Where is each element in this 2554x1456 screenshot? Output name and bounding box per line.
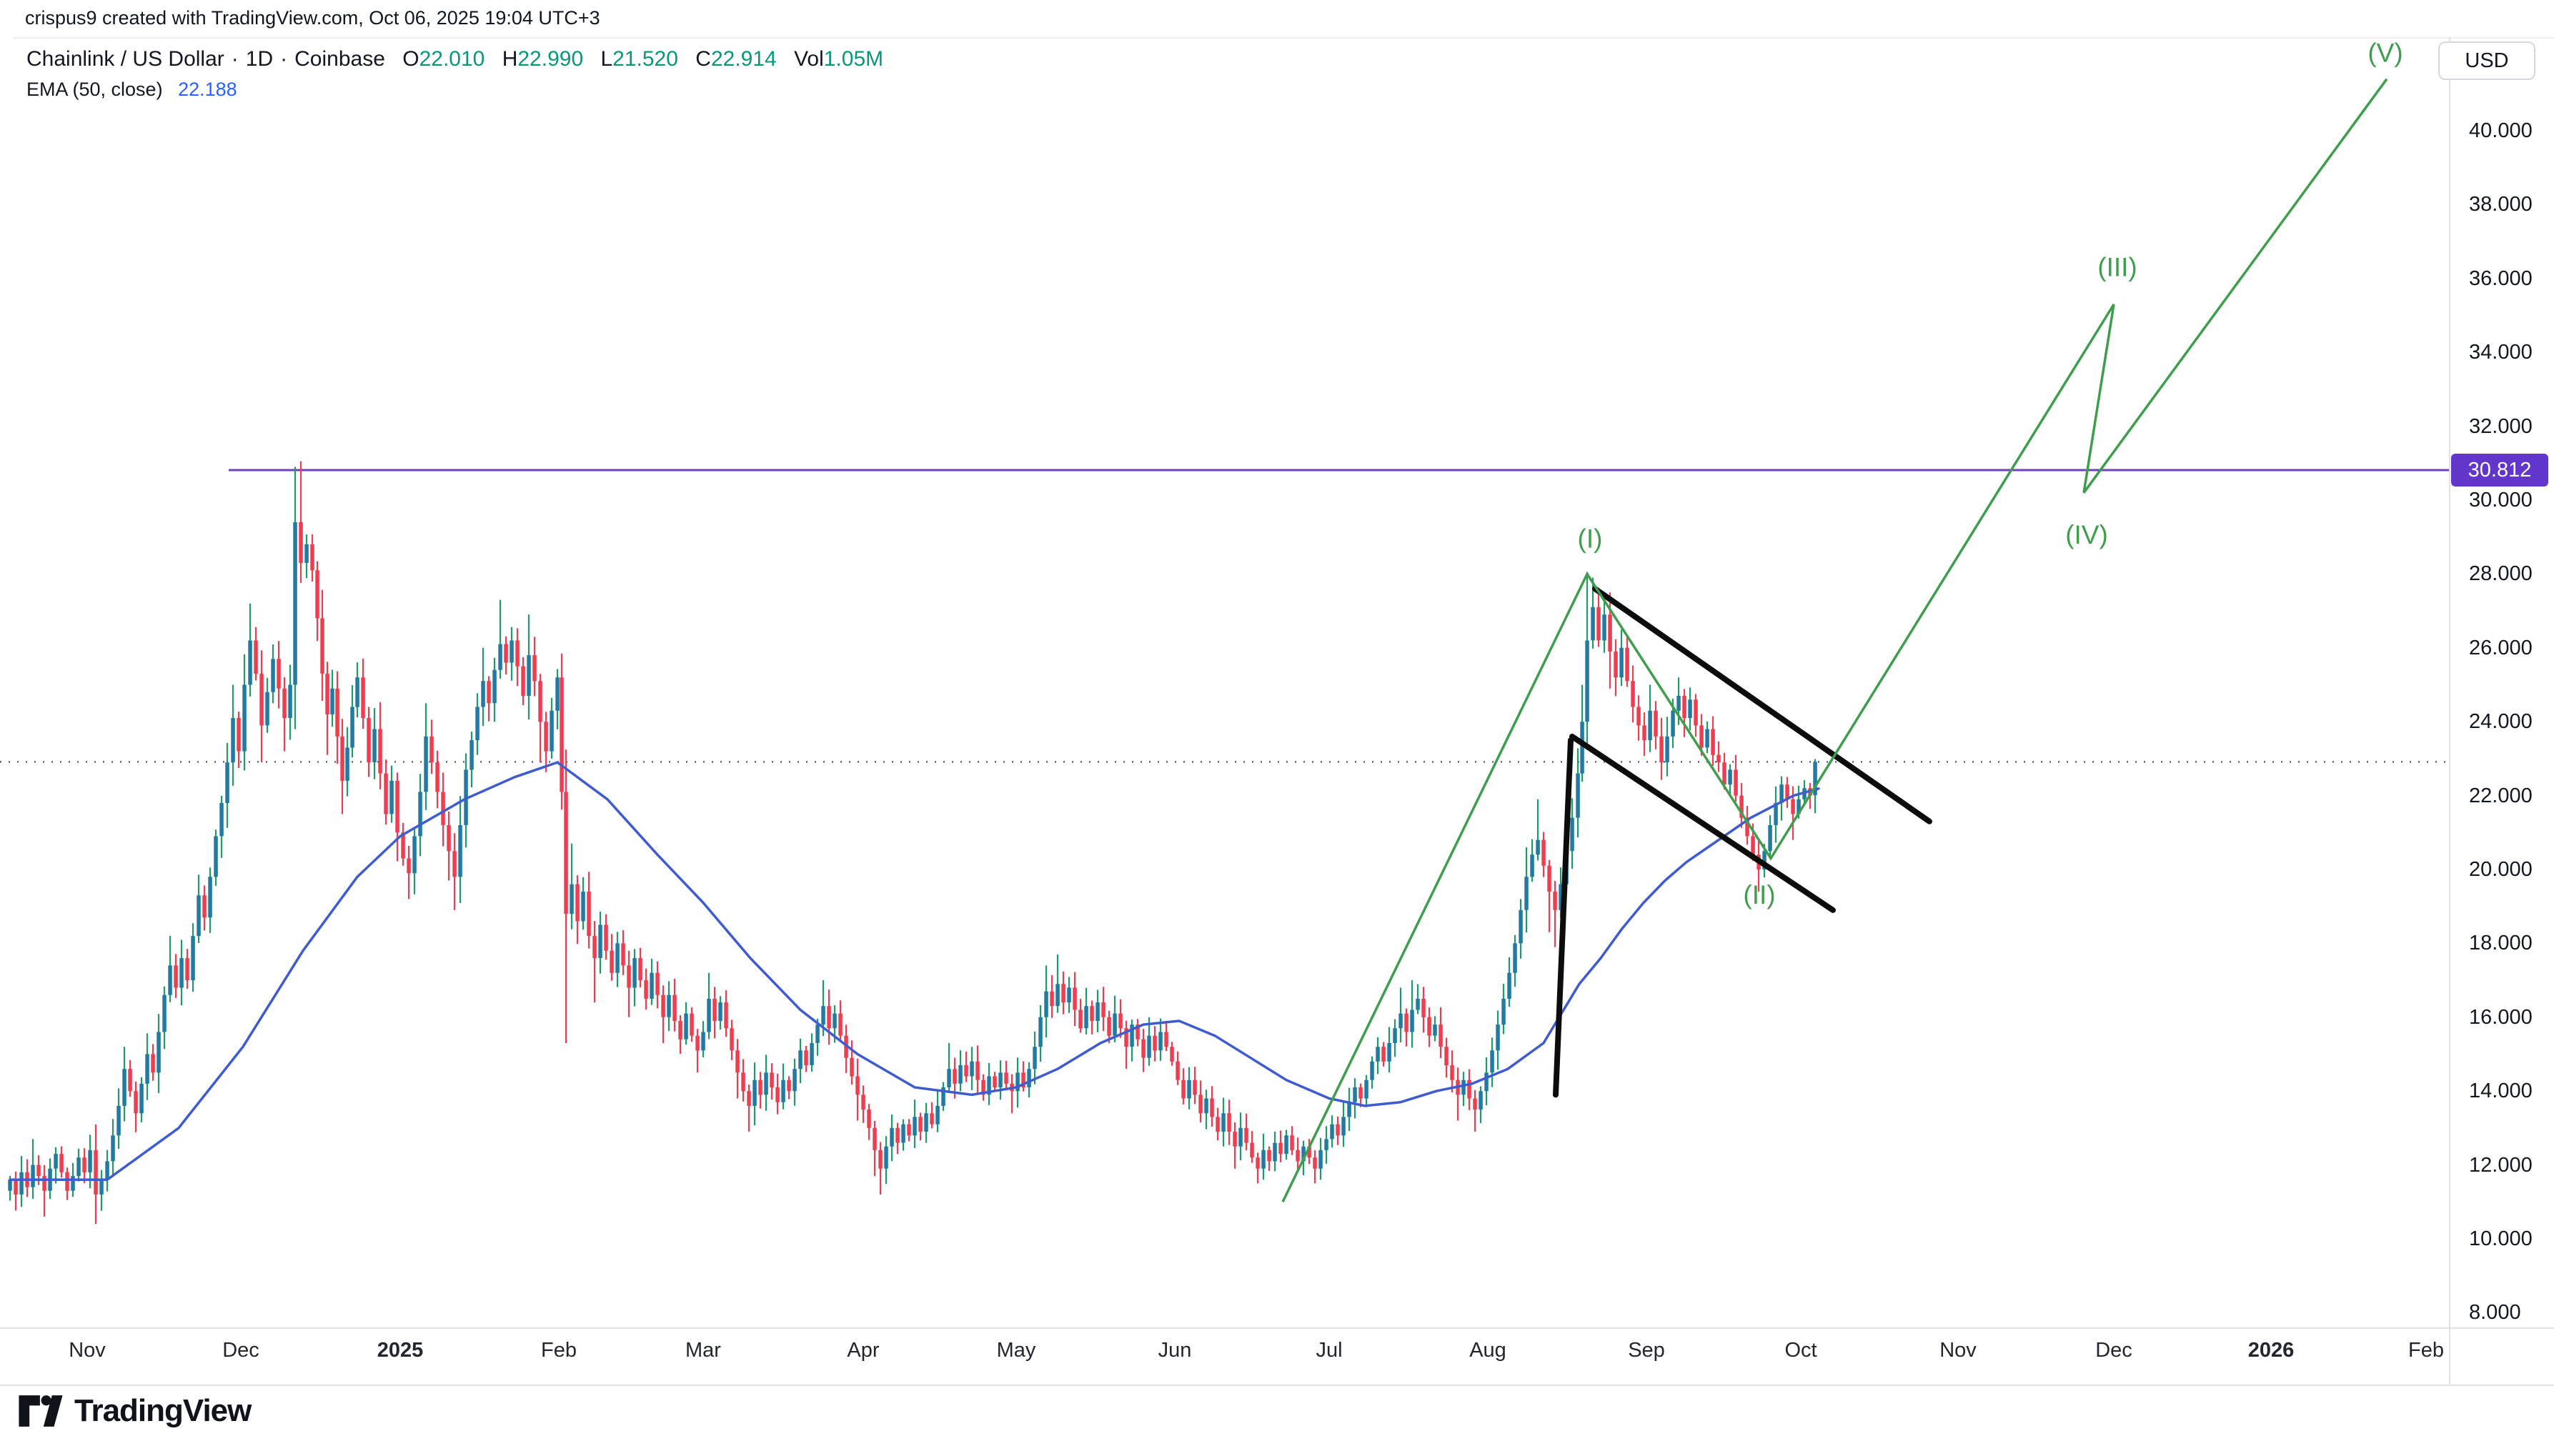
pane-top-border <box>13 37 2554 39</box>
ohlc-open: O22.010 <box>402 47 485 71</box>
time-axis-label: Dec <box>2095 1339 2132 1362</box>
time-axis-label: Mar <box>685 1339 721 1362</box>
footer-separator <box>0 1385 2554 1386</box>
time-axis-label: Nov <box>69 1339 106 1362</box>
time-axis-label: Feb <box>541 1339 577 1362</box>
time-axis-label: Sep <box>1628 1339 1665 1362</box>
ema-indicator-row[interactable]: EMA (50, close) 22.188 <box>26 79 237 101</box>
ema-indicator-value: 22.188 <box>178 79 237 100</box>
candle-wicks-down <box>14 461 1812 1225</box>
time-axis-label: Aug <box>1469 1339 1506 1362</box>
price-axis-separator <box>2449 37 2450 1385</box>
falling-wedge-upper-trendline[interactable] <box>1592 586 1932 824</box>
price-axis-label: 26.000 <box>2469 636 2533 659</box>
time-axis-label: 2026 <box>2247 1339 2295 1362</box>
time-axis-label: Feb <box>2408 1339 2444 1362</box>
wave-label[interactable]: (II) <box>1743 880 1775 909</box>
wave-label[interactable]: (I) <box>1578 524 1603 553</box>
price-axis-label: 40.000 <box>2469 119 2533 142</box>
ema-50-line[interactable] <box>9 761 1820 1182</box>
time-axis-separator <box>0 1327 2554 1329</box>
separator-dot: · <box>280 47 288 71</box>
time-axis-label: Nov <box>1939 1339 1977 1362</box>
price-axis-label: 18.000 <box>2469 932 2533 955</box>
volume-readout: Vol1.05M <box>794 47 884 71</box>
attribution-text: crispus9 created with TradingView.com, O… <box>25 7 600 29</box>
time-axis-label: Apr <box>847 1339 880 1362</box>
time-axis-label: 2025 <box>377 1339 424 1362</box>
price-axis-label: 36.000 <box>2469 266 2533 290</box>
impulse-pole-trendline[interactable] <box>1553 737 1574 1098</box>
ema-indicator-name[interactable]: EMA (50, close) <box>26 79 163 100</box>
price-axis-label: 22.000 <box>2469 784 2533 807</box>
timeframe-label[interactable]: 1D <box>245 47 274 71</box>
tradingview-logo-icon <box>19 1395 63 1427</box>
price-axis-label: 32.000 <box>2469 414 2533 438</box>
price-axis-label: 16.000 <box>2469 1005 2533 1029</box>
level-price-badge[interactable]: 30.812 <box>2451 454 2548 487</box>
price-axis-label: 38.000 <box>2469 193 2533 216</box>
price-axis-label: 8.000 <box>2469 1301 2521 1325</box>
falling-wedge-lower-trendline[interactable] <box>1569 733 1836 913</box>
price-axis-label: 28.000 <box>2469 562 2533 586</box>
wave-label[interactable]: (III) <box>2097 252 2137 281</box>
candle-bodies-down <box>14 522 1812 1195</box>
price-axis-label: 24.000 <box>2469 710 2533 734</box>
price-axis-label: 30.000 <box>2469 489 2533 512</box>
wave-label[interactable]: (V) <box>2367 38 2403 67</box>
symbol-row[interactable]: Chainlink / US Dollar · 1D · Coinbase O22.01… <box>26 47 883 71</box>
wave-label[interactable]: (IV) <box>2065 520 2108 549</box>
symbol-title[interactable]: Chainlink / US Dollar <box>26 47 224 71</box>
ohlc-close: C22.914 <box>695 47 777 71</box>
ohlc-high: H22.990 <box>502 47 584 71</box>
tradingview-logo-text: TradingView <box>74 1393 252 1428</box>
time-axis-label: Jul <box>1316 1339 1343 1362</box>
time-axis-label: Oct <box>1784 1339 1817 1362</box>
brand-footer[interactable]: TradingView <box>17 1393 252 1429</box>
price-axis-label: 12.000 <box>2469 1153 2533 1177</box>
time-axis-label: Dec <box>222 1339 259 1362</box>
exchange-label[interactable]: Coinbase <box>294 47 385 71</box>
time-axis-label: Jun <box>1158 1339 1192 1362</box>
price-axis-label: 14.000 <box>2469 1079 2533 1103</box>
price-axis-label: 10.000 <box>2469 1227 2533 1250</box>
separator-dot: · <box>231 47 239 71</box>
candle-bodies-up <box>8 522 1817 1195</box>
price-axis-label: 20.000 <box>2469 858 2533 881</box>
time-axis-label: May <box>996 1339 1036 1362</box>
price-axis-label: 34.000 <box>2469 341 2533 364</box>
currency-toggle-button[interactable]: USD <box>2438 41 2535 80</box>
elliott-wave-projection-line[interactable] <box>1281 78 2388 1203</box>
ohlc-low: L21.520 <box>600 47 678 71</box>
